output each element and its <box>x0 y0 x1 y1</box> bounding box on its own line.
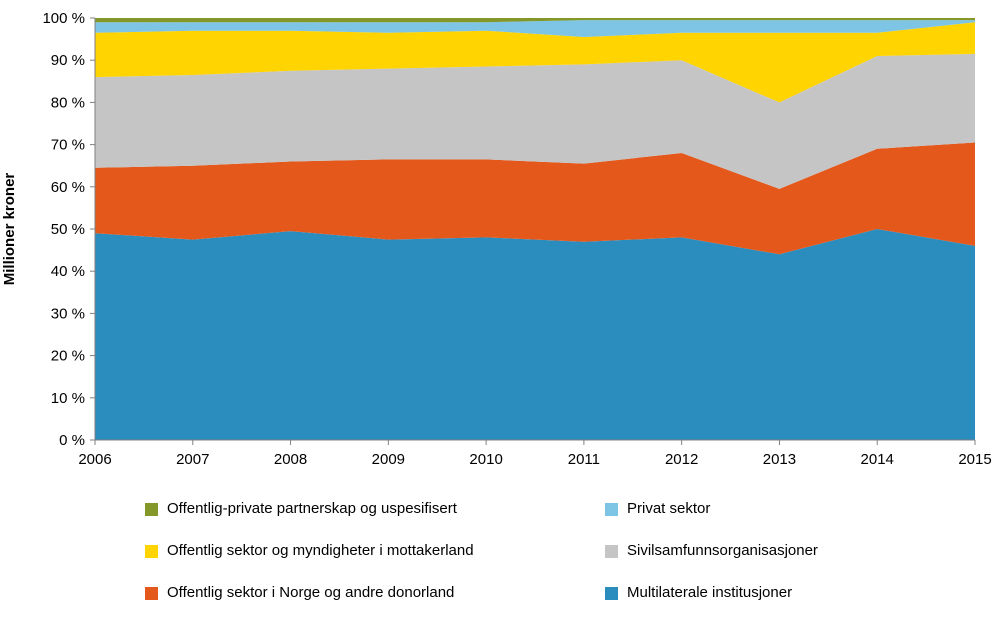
area-sivilsamfunnsorganisasjoner <box>95 53 975 189</box>
y-tick-label: 10 % <box>51 390 85 407</box>
legend-item-sivilsamfunnsorganisasjoner: Sivilsamfunnsorganisasjoner <box>605 542 818 560</box>
area-privat-sektor <box>95 20 975 37</box>
x-tick-label: 2011 <box>568 451 600 468</box>
x-tick-label: 2008 <box>274 451 307 468</box>
x-tick-label: 2013 <box>763 451 796 468</box>
x-tick-label: 2012 <box>665 451 698 468</box>
x-tick-label: 2014 <box>861 451 894 468</box>
stacked-area-chart: 0 % 10 % 20 % 30 % 40 % 50 % 60 % 70 % 80 % 90 % 1… <box>1 10 992 468</box>
legend-item-offentlig-sektor-i-norge-og-andre-donorland: Offentlig sektor i Norge og andre donorl… <box>145 584 605 602</box>
y-tick-label: 100 % <box>42 10 85 27</box>
legend-swatch <box>145 586 158 600</box>
legend-swatch <box>605 502 618 516</box>
area-offentlig-private-partnerskap-og-uspesifisert <box>95 18 975 23</box>
area-multilaterale-institusjoner <box>95 229 975 440</box>
x-tick-label: 2007 <box>176 451 209 468</box>
legend-swatch <box>145 544 158 558</box>
legend-label: Multilaterale institusjoner <box>627 584 793 601</box>
chart-axes: 0 % 10 % 20 % 30 % 40 % 50 % 60 % 70 % 80 % 90 % 1… <box>42 10 991 468</box>
y-tick-label: 70 % <box>51 137 85 154</box>
y-tick-label: 30 % <box>51 305 85 322</box>
legend-swatch <box>605 544 618 558</box>
area-offentlig-sektor-og-myndigheter-i-mottakerland <box>95 22 975 103</box>
legend-item-offentlig-private-partnerskap-og-uspesifisert: Offentlig-private partnerskap og uspesif… <box>145 500 605 518</box>
legend-swatch <box>145 502 158 516</box>
y-tick-label: 20 % <box>51 348 85 365</box>
legend-label: Offentlig sektor og myndigheter i mottak… <box>167 542 474 559</box>
legend-swatch <box>605 586 618 600</box>
x-tick-label: 2006 <box>78 451 111 468</box>
legend-item-offentlig-sektor-og-myndigheter-i-mottakerland: Offentlig sektor og myndigheter i mottak… <box>145 542 605 560</box>
y-tick-label: 80 % <box>51 94 85 111</box>
legend-label: Offentlig-private partnerskap og uspesif… <box>167 500 457 517</box>
legend-label: Privat sektor <box>627 500 711 517</box>
legend-item-multilaterale-institusjoner: Multilaterale institusjoner <box>605 584 818 602</box>
legend-label: Sivilsamfunnsorganisasjoner <box>627 542 818 559</box>
x-tick-label: 2015 <box>958 451 991 468</box>
y-tick-label: 40 % <box>51 263 85 280</box>
y-tick-label: 50 % <box>51 221 85 238</box>
y-axis-title: Millioner kroner <box>1 173 18 286</box>
legend-item-privat-sektor: Privat sektor <box>605 500 818 518</box>
chart-areas <box>95 18 975 440</box>
y-tick-label: 90 % <box>51 52 85 69</box>
area-offentlig-sektor-i-norge-og-andre-donorland <box>95 142 975 255</box>
x-tick-label: 2010 <box>469 451 502 468</box>
y-tick-label: 60 % <box>51 179 85 196</box>
chart-legend: Offentlig-private partnerskap og uspesif… <box>145 500 818 602</box>
x-tick-label: 2009 <box>372 451 405 468</box>
y-tick-label: 0 % <box>59 432 85 449</box>
legend-label: Offentlig sektor i Norge og andre donorl… <box>167 584 455 601</box>
